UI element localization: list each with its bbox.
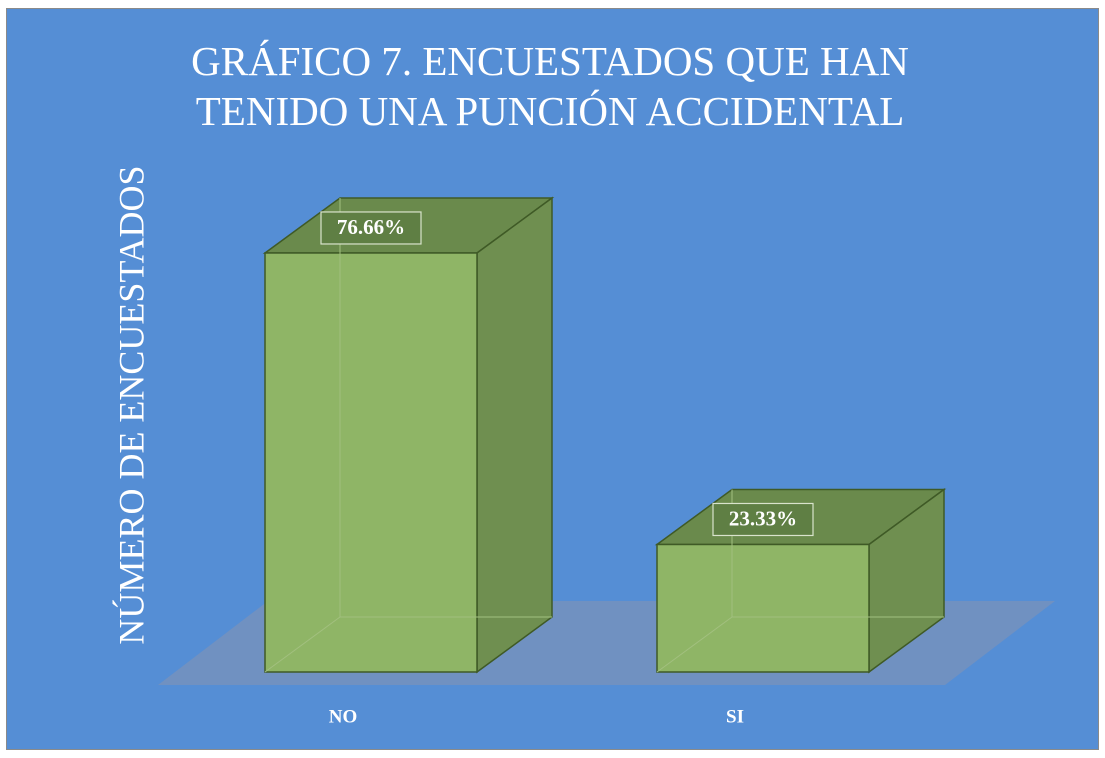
bar-edge	[656, 616, 733, 673]
value-label-box	[320, 211, 422, 245]
bar	[264, 252, 478, 673]
value-label: 23.33%	[729, 506, 797, 530]
bar-edge	[264, 616, 341, 673]
bar	[656, 543, 870, 673]
value-label-box	[712, 502, 814, 537]
x-tick-label: SI	[726, 706, 744, 727]
value-label: 76.66%	[337, 215, 405, 239]
x-tick-label: NO	[329, 706, 358, 727]
chart-title: GRÁFICO 7. ENCUESTADOS QUE HAN TENIDO UN…	[191, 38, 909, 134]
y-axis-label: NÚMERO DE ENCUESTADOS	[111, 165, 151, 644]
bar-side	[476, 196, 553, 674]
